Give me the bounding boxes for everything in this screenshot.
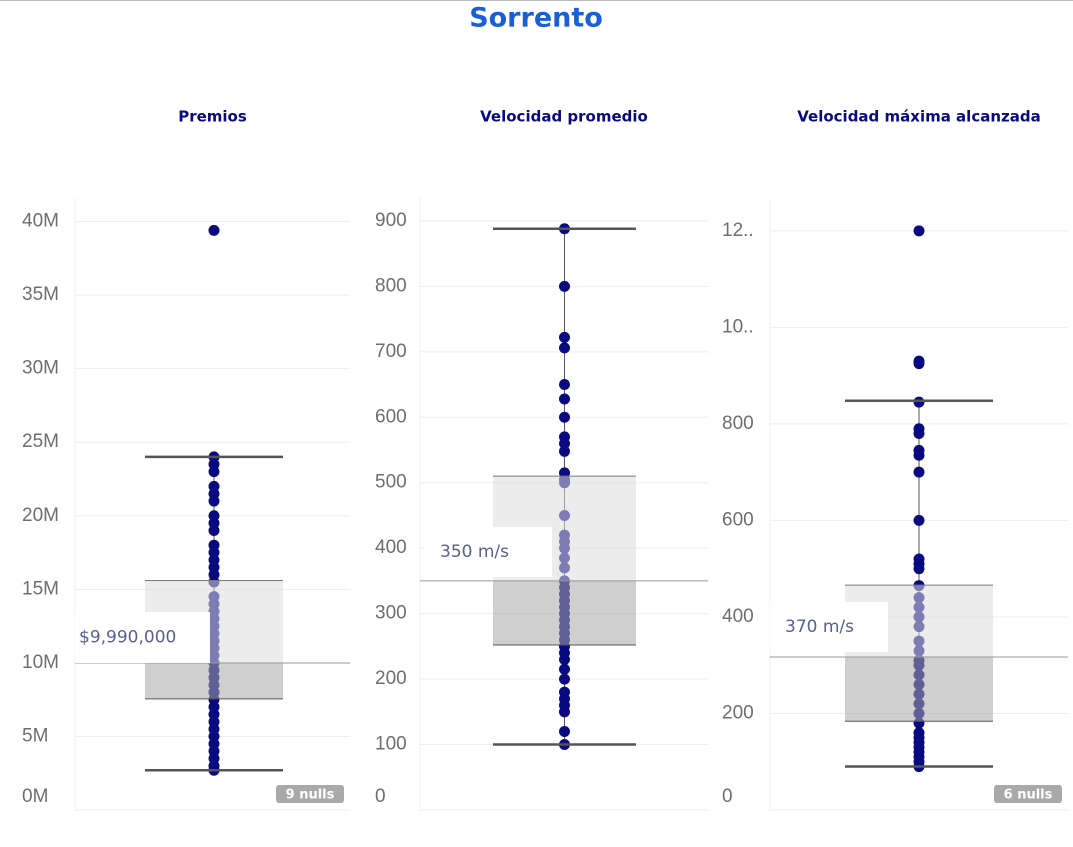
y-tick-label: 800 <box>375 275 407 296</box>
panel-title: Velocidad promedio <box>480 108 648 126</box>
y-tick-label: 15M <box>22 578 59 599</box>
annotation-box <box>425 527 552 577</box>
panel-title: Velocidad máxima alcanzada <box>797 108 1040 126</box>
point <box>559 445 570 457</box>
point <box>559 331 570 343</box>
y-tick-label: 10.. <box>722 316 754 337</box>
point <box>559 437 570 449</box>
y-tick-label: 10M <box>22 652 59 673</box>
nulls-badge <box>276 785 344 803</box>
point <box>559 411 570 423</box>
point <box>559 725 570 737</box>
point <box>208 224 220 236</box>
point <box>559 653 570 665</box>
y-tick-label: 20M <box>22 505 59 526</box>
y-tick-label: 25M <box>22 431 59 452</box>
annotation: $9,990,000 <box>79 628 176 648</box>
point <box>913 225 925 237</box>
point <box>559 673 570 685</box>
nulls-label: 9 nulls <box>286 788 335 803</box>
nulls-label: 6 nulls <box>1004 788 1053 803</box>
point <box>559 280 570 292</box>
annotation: 370 m/s <box>785 617 854 637</box>
point <box>208 495 220 507</box>
point <box>913 449 925 461</box>
y-tick-label: 12.. <box>722 220 754 241</box>
y-tick-label: 400 <box>375 537 407 558</box>
point <box>559 342 570 354</box>
point <box>913 466 925 478</box>
annotation: 350 m/s <box>440 542 509 562</box>
dashboard-title: Sorrento <box>469 3 603 34</box>
y-tick-label: 800 <box>722 413 754 434</box>
y-tick-label: 100 <box>375 734 407 755</box>
point <box>559 663 570 675</box>
y-tick-label: 700 <box>375 341 407 362</box>
y-tick-label: 200 <box>722 702 754 723</box>
point <box>208 524 220 536</box>
point <box>559 393 570 405</box>
annotation-box <box>75 612 210 663</box>
box-lower <box>145 663 283 699</box>
y-tick-label: 0 <box>722 786 733 807</box>
y-tick-label: 500 <box>375 472 407 493</box>
point <box>913 358 925 370</box>
panel-title: Premios <box>178 108 247 126</box>
y-tick-label: 600 <box>375 406 407 427</box>
y-tick-label: 5M <box>22 725 48 746</box>
y-tick-label: 200 <box>375 668 407 689</box>
y-tick-label: 900 <box>375 210 407 231</box>
annotation-box <box>770 602 888 652</box>
y-tick-label: 600 <box>722 509 754 530</box>
point <box>913 396 925 408</box>
y-tick-label: 300 <box>375 603 407 624</box>
box-lower <box>845 657 993 722</box>
y-tick-label: 0M <box>22 786 48 807</box>
point <box>559 379 570 391</box>
y-tick-label: 40M <box>22 211 59 232</box>
nulls-badge <box>994 785 1062 803</box>
y-tick-label: 0 <box>375 786 386 807</box>
point <box>208 466 220 478</box>
y-tick-label: 400 <box>722 606 754 627</box>
point <box>913 514 925 526</box>
point <box>913 563 925 575</box>
point <box>913 428 925 440</box>
y-tick-label: 35M <box>22 284 59 305</box>
y-tick-label: 30M <box>22 358 59 379</box>
box-lower <box>493 580 636 646</box>
point <box>559 706 570 718</box>
